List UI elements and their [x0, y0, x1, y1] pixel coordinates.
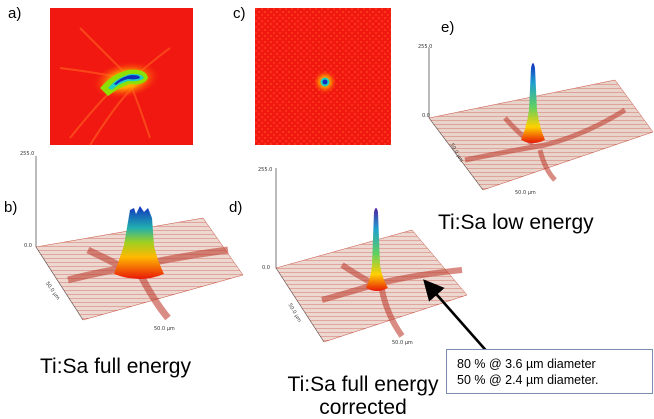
beam-profile-image-a: [50, 8, 193, 146]
axis-label-e-2: 50.0 µm: [515, 190, 536, 196]
z-min-label-b: 0.0: [24, 243, 32, 249]
stats-box: 80 % @ 3.6 µm diameter 50 % @ 2.4 µm dia…: [446, 349, 653, 394]
stats-line-2: 50 % @ 2.4 µm diameter.: [457, 373, 599, 387]
beam-profile-image-c: [255, 8, 391, 145]
caption-b: Ti:Sa full energy: [40, 355, 191, 378]
stats-line-1: 80 % @ 3.6 µm diameter: [457, 357, 596, 371]
surface-plot-b: [35, 156, 244, 321]
panel-label-e: e): [441, 19, 455, 36]
z-max-label-d: 255.0: [258, 167, 273, 173]
z-min-label-e: 0.0: [422, 113, 430, 119]
panel-label-a: a): [8, 5, 22, 22]
caption-d-line1: Ti:Sa full energy: [287, 373, 439, 396]
axis-label-b-2: 50.0 µm: [154, 326, 175, 332]
caption-e: Ti:Sa low energy: [438, 211, 594, 234]
panel-label-b: b): [4, 199, 18, 216]
surface-plot-d: [275, 168, 468, 343]
surface-plot-e: [428, 48, 654, 191]
z-min-label-d: 0.0: [262, 265, 270, 271]
axis-label-d-2: 50.0 µm: [392, 340, 413, 346]
panel-label-c: c): [233, 5, 246, 22]
z-max-label-b: 255.0: [20, 151, 35, 157]
caption-d-line2: corrected: [319, 396, 407, 419]
caption-d: Ti:Sa full energy corrected: [278, 373, 448, 419]
panel-label-d: d): [229, 199, 243, 216]
z-max-label-e: 255.0: [418, 44, 433, 50]
